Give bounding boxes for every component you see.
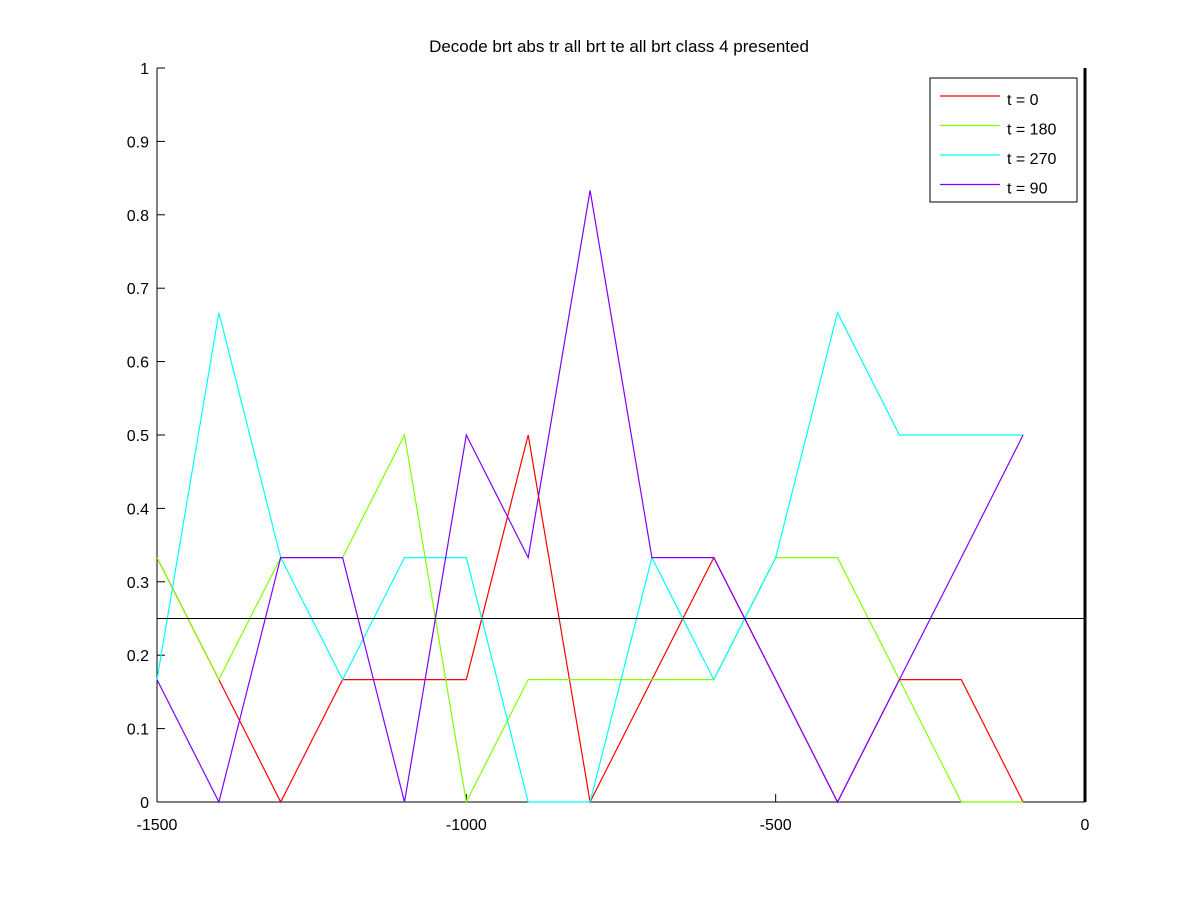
y-tick-label: 0.7 xyxy=(127,281,149,298)
y-tick-label: 0.6 xyxy=(127,355,149,372)
y-tick-label: 0.2 xyxy=(127,648,149,665)
legend-label: t = 180 xyxy=(1007,122,1056,139)
chart-title: Decode brt abs tr all brt te all brt cla… xyxy=(429,37,809,56)
y-tick-label: 0.8 xyxy=(127,208,149,225)
y-tick-label: 0.5 xyxy=(127,428,149,445)
legend-label: t = 90 xyxy=(1007,181,1048,198)
x-tick-label: -1500 xyxy=(137,817,178,834)
x-tick-label: -500 xyxy=(760,817,792,834)
legend: t = 0 t = 180 t = 270 t = 90 xyxy=(929,77,1078,203)
series-line xyxy=(156,190,1024,804)
axes: 0 0.1 0.2 0.3 0.4 0.5 0.6 0.7 0.8 0.9 1 -1500 -1000 -… xyxy=(127,61,1090,834)
x-tick-label: -1000 xyxy=(446,817,487,834)
x-tick-label: 0 xyxy=(1081,817,1090,834)
y-tick-label: 0.3 xyxy=(127,575,149,592)
y-tick-label: 0.1 xyxy=(127,722,149,739)
legend-label: t = 270 xyxy=(1007,151,1056,168)
plot-area xyxy=(156,68,1087,804)
legend-box xyxy=(929,77,1078,203)
y-tick-label: 0.9 xyxy=(127,134,149,151)
y-tick-label: 0 xyxy=(140,795,149,812)
series-line xyxy=(156,310,1024,803)
y-tick-label: 1 xyxy=(140,61,149,78)
y-tick-label: 0.4 xyxy=(127,501,149,518)
legend-label: t = 0 xyxy=(1007,92,1039,109)
